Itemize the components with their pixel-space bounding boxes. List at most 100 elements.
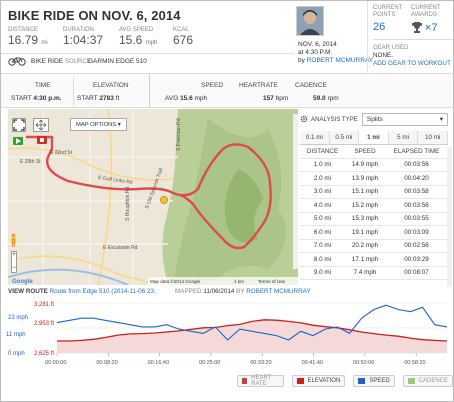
- legend-toggle[interactable]: ELEVATION: [291, 375, 346, 387]
- legend-toggle[interactable]: SPEED: [353, 375, 395, 387]
- points-label: CURRENT POINTS: [373, 5, 403, 18]
- legend-toggle[interactable]: CADENCE: [402, 375, 453, 387]
- analysis-panel: ANALYSIS TYPE Splits ▾ 0.1 mi 0.5 mi 1 mi 5…: [300, 111, 448, 280]
- split-speed: 13.9 mph: [351, 174, 379, 182]
- page-title: BIKE RIDE ON NOV. 6, 2014: [8, 8, 181, 23]
- legend-swatch: [407, 378, 415, 384]
- table-row[interactable]: 9.0 mi 7.4 mph 00:08:07: [300, 267, 448, 280]
- stop-icon: [40, 138, 44, 142]
- column-header-speed[interactable]: SPEED: [354, 147, 376, 155]
- awards-label: CURRENT AWARDS: [411, 5, 441, 18]
- split-speed: 7.4 mph: [353, 269, 377, 277]
- table-row[interactable]: 7.0 mi 20.2 mph 00:02:56: [300, 240, 448, 253]
- view-route-label: VIEW ROUTE: [8, 288, 48, 295]
- road-label: E Escalante Rd: [103, 245, 138, 251]
- route-link[interactable]: Route from Edge 510 (2014-11-06 23:: [49, 288, 156, 295]
- awards-box: CURRENT AWARDS × 7: [411, 5, 451, 34]
- author-link[interactable]: ROBERT MCMURRAY: [306, 57, 374, 64]
- profile-by: by: [298, 57, 305, 64]
- table-row[interactable]: 2.0 mi 13.9 mph 00:04:20: [300, 172, 448, 186]
- map-canvas[interactable]: E 29th St E 22nd St E Golf Links Rd E Es…: [8, 109, 298, 285]
- tab-split[interactable]: 10 mi: [418, 131, 448, 144]
- speed-unit: mph: [194, 95, 208, 102]
- start-marker[interactable]: [13, 137, 23, 145]
- speed-elevation-chart[interactable]: 0 mph 2,625 ft 11 mph 2,953 ft 23 mph 3,281 f…: [1, 299, 454, 371]
- table-row[interactable]: 4.0 mi 15.2 mph 00:03:56: [300, 199, 448, 213]
- points-value[interactable]: 26: [373, 21, 386, 33]
- y-tick-speed: 11 mph: [6, 332, 26, 338]
- split-tabs: 0.1 mi 0.5 mi 1 mi 5 mi 10 mi: [300, 131, 448, 145]
- avg-speed: 15.6: [180, 95, 193, 102]
- speed-label: SPEED: [201, 82, 224, 89]
- stat-label: DURATION: [63, 27, 94, 33]
- mapped-author-link[interactable]: ROBERT MCMURRAY: [246, 288, 311, 295]
- map-terms-link[interactable]: Terms of Use: [258, 279, 286, 284]
- split-speed: 15.1 mph: [351, 188, 379, 196]
- table-row[interactable]: 6.0 mi 19.1 mph 00:03:09: [300, 226, 448, 240]
- zoom-in-button[interactable]: +: [12, 252, 16, 258]
- heartrate-unit: bpm: [275, 95, 289, 102]
- zoom-control[interactable]: + −: [11, 251, 17, 273]
- source-label: SOURCE: [65, 59, 91, 65]
- start-time: 4:30 p.m.: [33, 95, 62, 102]
- heartrate-label: HEARTRATE: [239, 82, 278, 89]
- legend-toggle[interactable]: HEART RATE: [237, 375, 284, 387]
- table-row[interactable]: 5.0 mi 15.3 mph 00:03:55: [300, 213, 448, 226]
- pegman-icon[interactable]: [10, 233, 17, 247]
- stat-label: AVG SPEED: [119, 27, 154, 33]
- table-row[interactable]: 3.0 mi 15.1 mph 00:03:58: [300, 186, 448, 199]
- split-time: 00:03:09: [404, 228, 429, 236]
- fullscreen-button[interactable]: [12, 118, 26, 132]
- stat-value: 676: [173, 33, 194, 47]
- x-tick-label: 00:00:00: [45, 360, 66, 366]
- road-label: S Freeman Rd: [176, 118, 182, 151]
- gear-label: GEAR USED: [373, 45, 409, 51]
- awards-value[interactable]: 7: [431, 21, 438, 34]
- stat-kcal: KCAL 676: [173, 27, 193, 47]
- bike-icon: [8, 57, 26, 66]
- table-scrollbar[interactable]: [447, 147, 452, 287]
- route-map[interactable]: E 29th St E 22nd St E Golf Links Rd E Es…: [8, 109, 298, 285]
- legend-label: ELEVATION: [307, 378, 341, 384]
- x-tick-label: 00:33:20: [250, 360, 271, 366]
- split-speed: 20.2 mph: [351, 242, 379, 250]
- stat-unit: mi: [41, 40, 48, 46]
- tab-split[interactable]: 5 mi: [388, 131, 419, 144]
- tab-split[interactable]: 0.1 mi: [300, 131, 330, 144]
- pan-control[interactable]: [33, 118, 49, 132]
- chart-legend: HEART RATE ELEVATION SPEED CADENCE: [237, 375, 453, 387]
- avatar[interactable]: [296, 6, 324, 36]
- mapped-date: 11/06/2014: [203, 288, 235, 295]
- split-speed: 14.9 mph: [351, 161, 379, 169]
- column-header-distance[interactable]: DISTANCE: [306, 147, 339, 155]
- split-time: 00:03:29: [404, 255, 429, 263]
- map-options-button[interactable]: MAP OPTIONS ▾: [70, 118, 127, 131]
- stat-avg-speed: AVG SPEED 15.6 mph: [119, 27, 157, 47]
- profile-date: NOV. 6, 2014: [298, 41, 337, 48]
- start-label: START: [11, 95, 32, 102]
- split-distance: 8.0 mi: [313, 255, 332, 263]
- legend-label: CADENCE: [418, 378, 448, 384]
- split-time: 00:03:56: [404, 201, 429, 209]
- table-row[interactable]: 8.0 mi 17.1 mph 00:03:29: [300, 253, 448, 267]
- tab-split[interactable]: 0.5 mi: [329, 131, 360, 144]
- legend-label: HEART RATE: [251, 375, 272, 387]
- split-time: 00:03:56: [404, 161, 429, 169]
- zoom-out-button[interactable]: −: [12, 265, 16, 271]
- add-gear-link[interactable]: ADD GEAR TO WORKOUT: [373, 60, 451, 67]
- map-scrollbar[interactable]: [293, 114, 298, 269]
- table-row[interactable]: 1.0 mi 14.9 mph 00:03:56: [300, 159, 448, 172]
- cyclist-marker[interactable]: [160, 196, 168, 204]
- tab-split[interactable]: 1 mi: [359, 131, 389, 144]
- column-header-elapsed[interactable]: ELAPSED TIME: [393, 147, 440, 155]
- gear-icon[interactable]: [300, 115, 308, 123]
- split-distance: 1.0 mi: [313, 161, 332, 169]
- activity-type-link[interactable]: BIKE RIDE: [31, 58, 64, 65]
- analysis-type-select[interactable]: Splits ▾: [361, 112, 448, 126]
- end-marker[interactable]: [37, 136, 47, 144]
- map-scale: 1 km: [234, 279, 244, 284]
- stat-value: 1:04:37: [63, 33, 104, 47]
- stat-distance: DISTANCE 16.79 mi: [8, 27, 48, 47]
- google-logo: Google: [12, 279, 33, 285]
